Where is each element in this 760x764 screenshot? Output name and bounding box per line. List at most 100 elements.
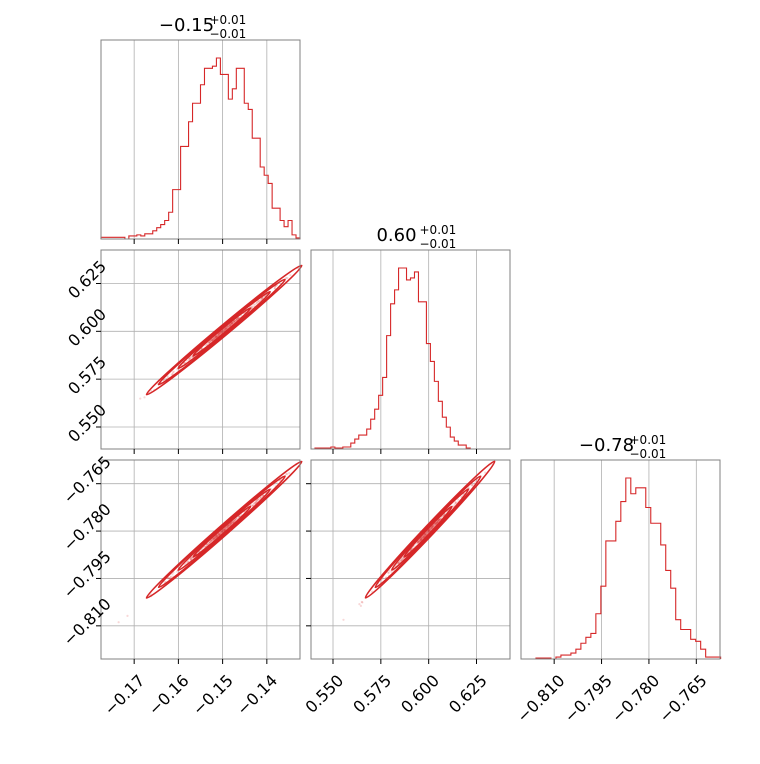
scatter-panel-0-point-121: [257, 299, 260, 303]
scatter-panel-1-point-199: [167, 577, 170, 580]
scatter-panel-2-point-209: [474, 480, 478, 483]
scatter-panel-1-contour-3: [145, 460, 303, 599]
scatter-panel-2-point-157: [387, 571, 390, 574]
scatter-panel-1-point-146: [261, 494, 265, 497]
scatter-panel-0-point-39: [273, 287, 277, 290]
scatter-panel-2-point-79: [388, 569, 391, 572]
scatter-panel-1-point-40: [285, 473, 288, 476]
scatter-panel-2-point-19: [399, 559, 402, 562]
scatter-panel-2-point-169: [400, 559, 403, 562]
scatter-panel-1-point-18: [176, 570, 179, 573]
scatter-panel-1-point-39: [190, 557, 193, 560]
scatter-panel-2: 0.550 0.575 0.600 0.625: [301, 459, 511, 717]
scatter-panel-1-point-71: [169, 575, 172, 578]
scatter-panel-2-core: [416, 518, 441, 544]
scatter-panel-2-point-18: [396, 562, 399, 565]
scatter-panel-1-point-20: [169, 576, 172, 579]
hist-panel-2-step: [521, 477, 722, 660]
scatter-panel-0-point-62: [273, 286, 276, 290]
scatter-panel-1-xtick-label-1: −0.16: [145, 671, 193, 719]
hist-panel-1-step: [311, 267, 471, 450]
scatter-panel-0-core: [208, 319, 238, 344]
scatter-panel-2-bg: [311, 460, 510, 659]
hist-panel-2-xtick-label-0: −0.810: [513, 671, 568, 726]
scatter-panel-2-point-25: [342, 618, 345, 621]
scatter-panel-2-point-13: [457, 498, 460, 501]
scatter-panel-2-point-14: [400, 557, 404, 560]
hist-panel-2-title-sup: +0.01: [630, 433, 667, 447]
scatter-panel-1-point-24: [117, 621, 120, 624]
scatter-panel-2-point-42: [360, 600, 363, 604]
scatter-panel-2-point-23: [387, 571, 390, 575]
scatter-panel-1-point-90: [288, 471, 291, 475]
scatter-panel-0-point-156: [188, 357, 191, 360]
scatter-panel-2-contour-1: [390, 488, 470, 571]
scatter-panel-2-point-104: [454, 500, 457, 504]
scatter-panel-0-frame: [100, 249, 301, 450]
scatter-panel-1-contour-0: [192, 505, 252, 558]
hist-panel-1-title: 0.60: [376, 225, 416, 246]
hist-panel-2-title-value: −0.78: [579, 435, 634, 456]
scatter-panel-2-point-12: [397, 561, 400, 565]
scatter-panel-1-point-125: [238, 515, 241, 518]
hist-panel-2-xtick-label-3: −0.765: [655, 671, 710, 726]
scatter-panel-1-core: [208, 518, 238, 544]
hist-panel-0-title: −0.15: [159, 15, 214, 36]
scatter-panel-1-point-55: [255, 499, 258, 502]
scatter-panel-1-point-187: [251, 504, 254, 507]
scatter-panel-0-point-12: [252, 305, 255, 308]
scatter-panel-1-point-163: [189, 558, 192, 561]
scatter-panel-1-point-85: [238, 515, 241, 518]
scatter-panel-2-point-144: [471, 483, 474, 486]
scatter-panel-2-point-97: [413, 544, 416, 547]
scatter-panel-0-point-113: [289, 274, 292, 277]
scatter-panel-0-point-159: [143, 396, 146, 399]
scatter-panel-2-xtick-label-2: 0.600: [397, 671, 443, 717]
scatter-panel-0-point-181: [171, 373, 174, 376]
scatter-panel-0-point-56: [250, 306, 253, 309]
scatter-panel-1-point-44: [257, 498, 260, 501]
scatter-panel-0-point-187: [250, 305, 254, 308]
scatter-panel-2-point-155: [460, 495, 463, 498]
scatter-panel-0-point-209: [286, 276, 289, 280]
scatter-panel-0-point-166: [260, 298, 263, 301]
scatter-panel-2-frame: [310, 459, 511, 660]
scatter-panel-2-point-156: [484, 471, 487, 474]
scatter-panel-2-point-4: [359, 604, 363, 607]
scatter-panel-0-point-179: [237, 316, 240, 320]
scatter-panel-0-point-158: [170, 373, 174, 376]
scatter-panel-0-point-208: [188, 357, 191, 361]
scatter-panel-0-point-10: [253, 303, 257, 306]
hist-panel-1: 0.60 +0.01−0.01: [310, 223, 511, 454]
scatter-panel-0-point-63: [255, 302, 258, 305]
scatter-panel-1-point-166: [258, 498, 261, 501]
hist-panel-2: −0.810−0.795−0.780−0.765 −0.78+0.01−0.01: [513, 433, 722, 726]
scatter-panel-1: −0.17−0.16−0.15−0.14−0.810−0.795−0.780−0…: [59, 452, 303, 719]
hist-panel-2-frame: [520, 459, 721, 660]
scatter-panel-1-point-48: [183, 563, 186, 566]
scatter-panel-0-point-122: [139, 397, 142, 400]
scatter-panel-0-contour-3: [145, 264, 303, 396]
scatter-panel-0-point-123: [171, 371, 175, 374]
hist-panel-2-xtick-label-1: −0.795: [561, 671, 616, 726]
scatter-panel-1-point-82: [163, 581, 166, 584]
scatter-panel-1-point-200: [251, 504, 255, 507]
scatter-panel-0-point-23: [236, 317, 239, 320]
scatter-panel-2-point-109: [453, 503, 456, 506]
scatter-panel-1-point-115: [189, 558, 192, 561]
hist-panel-0-title-value: −0.15: [159, 15, 214, 36]
scatter-panel-1-point-80: [254, 501, 257, 504]
scatter-panel-1-point-66: [279, 479, 282, 482]
scatter-panel-2-point-126: [471, 484, 474, 487]
scatter-panel-2-point-69: [470, 483, 473, 487]
scatter-panel-2-xtick-label-3: 0.625: [445, 671, 491, 717]
hist-panel-0: −0.15+0.01−0.01: [100, 13, 301, 244]
scatter-panel-2-xtick-label-0: 0.550: [301, 671, 347, 717]
hist-panel-2-xtick-label-2: −0.780: [608, 671, 663, 726]
hist-panel-0-bg: [101, 40, 300, 239]
scatter-panel-1-point-198: [126, 614, 129, 617]
scatter-panel-1-frame: [100, 459, 301, 660]
